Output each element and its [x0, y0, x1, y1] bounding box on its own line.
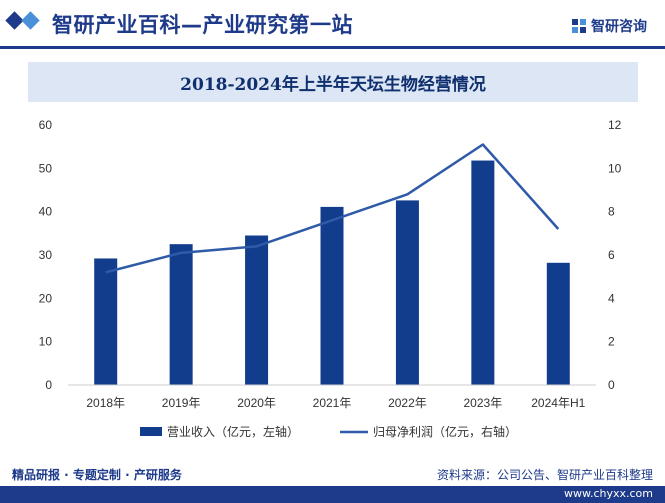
brand[interactable]: 智研咨询: [571, 16, 647, 36]
footer-services: 精品研报 · 专题定制 · 产研服务: [12, 468, 182, 482]
left-axis-tick-label: 60: [39, 118, 53, 132]
x-axis-tick-label: 2018年: [86, 396, 125, 410]
legend-revenue-label: 营业收入（亿元，左轴）: [167, 424, 299, 439]
revenue-bar: [471, 160, 495, 385]
right-axis-tick-label: 2: [608, 335, 615, 349]
left-axis-tick-label: 10: [39, 335, 53, 349]
right-axis-tick-label: 8: [608, 205, 615, 219]
footer-url[interactable]: www.chyxx.com: [563, 487, 653, 500]
right-axis-tick-label: 0: [608, 378, 615, 392]
brand-logo-icon: [571, 18, 587, 34]
page-header: 智研产业百科—产业研究第一站 智研咨询: [0, 0, 665, 46]
revenue-bar: [245, 235, 269, 385]
footer-bar: [0, 486, 665, 503]
legend-profit-label: 归母净利润（亿元，右轴）: [373, 424, 517, 439]
right-axis-tick-label: 6: [608, 248, 615, 262]
revenue-bar: [169, 244, 193, 385]
chart-title-box: 2018-2024年上半年天坛生物经营情况: [28, 62, 638, 102]
chart-title: 2018-2024年上半年天坛生物经营情况: [180, 74, 486, 95]
revenue-bar: [395, 200, 419, 385]
x-axis-tick-label: 2020年: [237, 396, 276, 410]
left-axis-tick-label: 20: [39, 291, 53, 305]
x-axis-tick-label: 2019年: [162, 396, 201, 410]
right-axis-tick-label: 12: [608, 118, 622, 132]
brand-name: 智研咨询: [591, 19, 647, 35]
x-axis-tick-label: 2024年H1: [531, 396, 585, 410]
right-axis-tick-label: 4: [608, 291, 615, 305]
x-axis-tick-label: 2021年: [313, 396, 352, 410]
site-title: 智研产业百科—产业研究第一站: [52, 13, 353, 37]
x-axis-tick-label: 2022年: [388, 396, 427, 410]
revenue-bar: [320, 206, 344, 385]
left-axis-tick-label: 30: [39, 248, 53, 262]
left-axis-tick-label: 0: [45, 378, 52, 392]
chart-legend: 营业收入（亿元，左轴） 归母净利润（亿元，右轴）: [0, 424, 665, 440]
revenue-bar: [546, 262, 570, 385]
x-axis-tick-label: 2023年: [464, 396, 503, 410]
footer-source: 资料来源：公司公告、智研产业百科整理: [436, 468, 653, 482]
header-divider: [0, 46, 665, 49]
left-axis-tick-label: 50: [39, 161, 53, 175]
right-axis-tick-label: 10: [608, 161, 622, 175]
revenue-bar: [94, 258, 118, 385]
legend-revenue-swatch: [140, 427, 162, 436]
left-axis-tick-label: 40: [39, 205, 53, 219]
